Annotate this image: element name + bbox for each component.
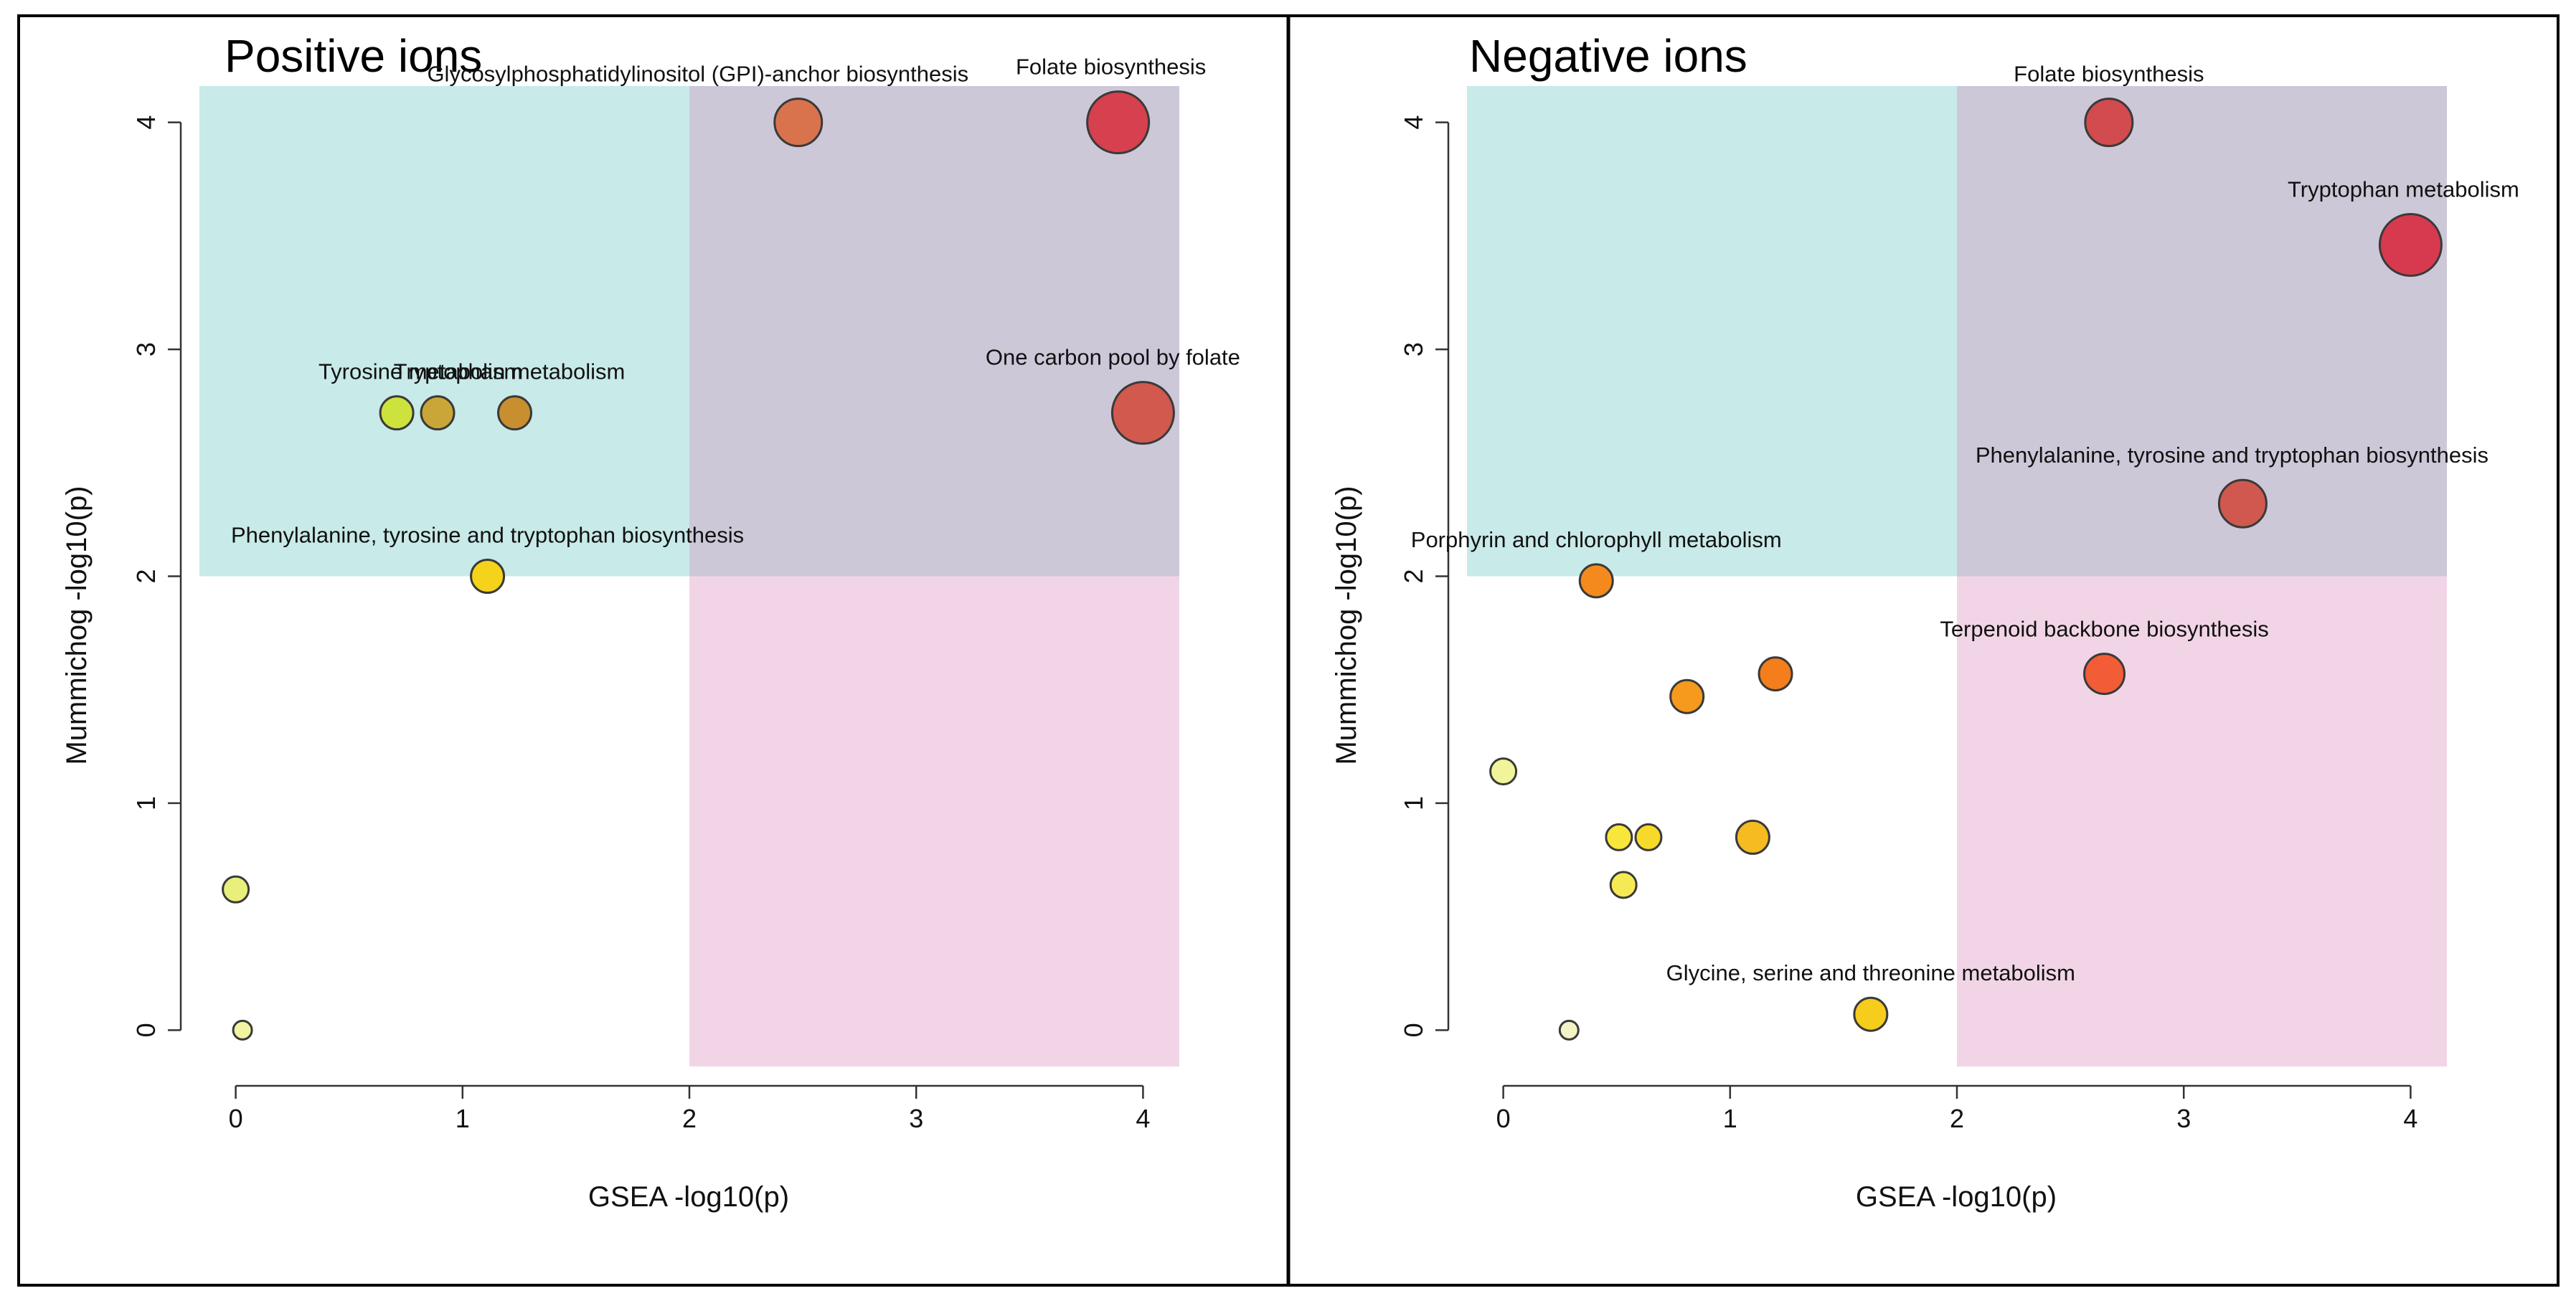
x-tick-label: 4: [2403, 1104, 2417, 1133]
panel-positive-ions: Positive ions 0 1 2 3 4 0 1 2 3 4 Glycosylphospha…: [61, 30, 1240, 1213]
data-point: [2217, 478, 2268, 529]
region-gsea-significant: [689, 576, 1179, 1066]
point-label: Phenylalanine, tyrosine and tryptophan b…: [231, 523, 744, 548]
data-point: [420, 395, 456, 431]
y-axis-label: Mummichog -log10(p): [61, 486, 93, 765]
data-point: [2084, 98, 2134, 148]
data-point: [1110, 381, 1175, 445]
data-point: [222, 875, 250, 904]
x-tick-label: 1: [1723, 1104, 1737, 1133]
data-point: [1853, 996, 1889, 1032]
x-axis-label: GSEA -log10(p): [588, 1181, 789, 1213]
y-tick-label: 4: [1399, 115, 1428, 130]
point-label: Folate biosynthesis: [1016, 55, 1206, 80]
data-point: [497, 395, 533, 431]
data-point: [1669, 678, 1705, 714]
y-tick-label: 2: [131, 569, 161, 583]
point-label: Glycine, serine and threonine metabolism: [1666, 960, 2075, 985]
y-tick-label: 3: [131, 342, 161, 356]
data-point: [2378, 213, 2443, 278]
data-point: [1578, 563, 1614, 599]
data-point: [1086, 90, 1151, 155]
data-point: [379, 395, 415, 431]
x-tick-label: 0: [1496, 1104, 1511, 1133]
x-axis-label: GSEA -log10(p): [1856, 1181, 2057, 1213]
data-point: [1605, 823, 1633, 851]
data-point: [773, 98, 824, 148]
y-tick-label: 1: [1399, 796, 1428, 810]
x-tick-label: 2: [682, 1104, 697, 1133]
point-label: Porphyrin and chlorophyll metabolism: [1411, 527, 1782, 552]
region-gsea-significant: [1957, 576, 2447, 1066]
y-axis-label: Mummichog -log10(p): [1331, 486, 1362, 765]
y-tick-label: 3: [1399, 342, 1428, 356]
data-point: [1758, 656, 1793, 692]
panel-negative-ions: Negative ions 0 1 2 3 4 0 1 2 3 4 Folate biosynth…: [1331, 30, 2519, 1213]
region-mummichog-significant: [1467, 86, 1957, 577]
x-tick-label: 2: [1950, 1104, 1964, 1133]
data-point: [2083, 653, 2126, 696]
point-label: Glycosylphosphatidylinositol (GPI)-ancho…: [427, 62, 968, 87]
x-tick-label: 3: [2176, 1104, 2191, 1133]
x-tick-label: 0: [229, 1104, 243, 1133]
data-point: [1609, 871, 1638, 899]
panel-title: Positive ions: [225, 30, 482, 82]
point-label: Phenylalanine, tyrosine and tryptophan b…: [1976, 443, 2488, 468]
data-point: [232, 1019, 253, 1041]
data-point: [1489, 757, 1518, 786]
y-tick-label: 0: [1399, 1023, 1428, 1037]
y-tick-label: 1: [131, 796, 161, 810]
y-tick-label: 4: [131, 115, 161, 130]
point-label: Tyrosine metabolism: [319, 359, 522, 384]
x-tick-label: 4: [1136, 1104, 1150, 1133]
panel-title: Negative ions: [1469, 30, 1747, 82]
y-tick-label: 2: [1399, 569, 1428, 583]
point-label: Terpenoid backbone biosynthesis: [1940, 617, 2268, 642]
x-tick-label: 3: [909, 1104, 923, 1133]
point-label: Tryptophan metabolism: [394, 359, 626, 384]
data-point: [1558, 1019, 1580, 1041]
y-tick-label: 0: [131, 1023, 161, 1037]
x-tick-label: 1: [456, 1104, 470, 1133]
data-point: [470, 559, 506, 594]
region-both-significant: [1957, 86, 2447, 577]
data-point: [1634, 823, 1663, 851]
region-both-significant: [689, 86, 1179, 577]
data-point: [1735, 819, 1770, 855]
region-mummichog-significant: [199, 86, 689, 577]
point-label: One carbon pool by folate: [986, 345, 1240, 370]
point-label: Folate biosynthesis: [2014, 62, 2204, 87]
point-label: Tryptophan metabolism: [2288, 177, 2519, 202]
